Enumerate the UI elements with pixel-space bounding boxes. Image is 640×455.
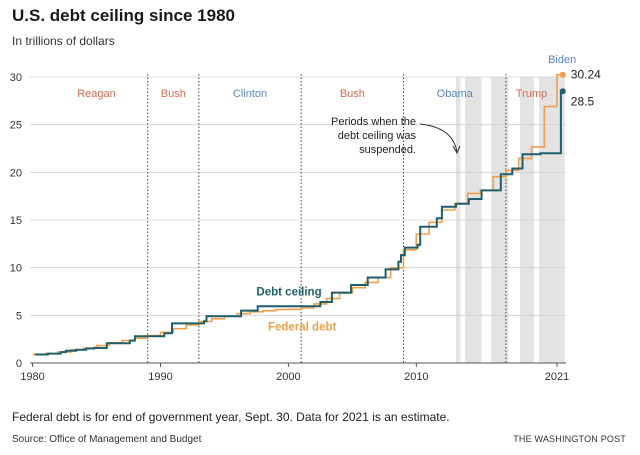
administration-label: Trump	[516, 88, 547, 100]
x-tick-label: 1980	[20, 371, 44, 383]
x-tick-label: 2021	[545, 371, 569, 383]
federal-debt-series-label: Federal debt	[268, 322, 337, 334]
gridlines	[30, 76, 566, 364]
administration-label: Bush	[340, 88, 365, 100]
y-tick-label: 10	[10, 263, 22, 275]
publisher-credit: THE WASHINGTON POST	[513, 434, 626, 444]
source-credit: Source: Office of Management and Budget	[12, 434, 202, 445]
debt-ceiling-end-label: 28.5	[571, 94, 595, 108]
axis-tick-labels: 0 5 10 15 20 25 30 1980 1990 2000 2010 2021	[10, 72, 570, 383]
chart-subtitle: In trillions of dollars	[12, 34, 115, 48]
term-dividers	[147, 74, 507, 363]
annotations: Debt ceiling Federal debt Periods when the…	[256, 116, 461, 334]
chart-title: U.S. debt ceiling since 1980	[12, 6, 235, 25]
y-tick-label: 30	[10, 72, 22, 84]
federal-debt-endpoint	[559, 71, 566, 78]
administration-label: Bush	[161, 88, 186, 100]
debt-ceiling-endpoint	[559, 88, 566, 95]
annotation-arrow	[419, 123, 458, 153]
administration-label: Obama	[437, 88, 474, 100]
footnote: Federal debt is for end of government ye…	[12, 410, 450, 424]
annotation-text-line: debt ceiling was	[338, 130, 417, 142]
administration-labels: Reagan Bush Clinton Bush Obama Trump Biden	[77, 54, 576, 100]
y-tick-label: 25	[10, 120, 22, 132]
federal-debt-end-label: 30.24	[571, 68, 601, 82]
x-tick-label: 2010	[404, 371, 428, 383]
annotation-text-line: Periods when the	[331, 116, 416, 128]
y-tick-label: 0	[16, 358, 22, 370]
debt-ceiling-series-label: Debt ceiling	[256, 286, 321, 298]
debt-ceiling-line	[35, 91, 564, 356]
x-tick-label: 2000	[276, 371, 300, 383]
federal-debt-line	[32, 73, 563, 356]
annotation-text-line: suspended.	[359, 144, 416, 156]
administration-label: Biden	[548, 54, 576, 66]
administration-label: Reagan	[77, 88, 116, 100]
y-tick-label: 20	[10, 167, 22, 179]
x-tick-label: 1990	[148, 371, 172, 383]
chart-svg: Reagan Bush Clinton Bush Obama Trump Biden 30.…	[10, 54, 601, 383]
y-tick-label: 5	[16, 310, 22, 322]
administration-label: Clinton	[233, 88, 267, 100]
annotation-arrowhead	[452, 145, 461, 155]
series-lines: 30.24 28.5	[32, 68, 601, 356]
y-tick-label: 15	[10, 215, 22, 227]
